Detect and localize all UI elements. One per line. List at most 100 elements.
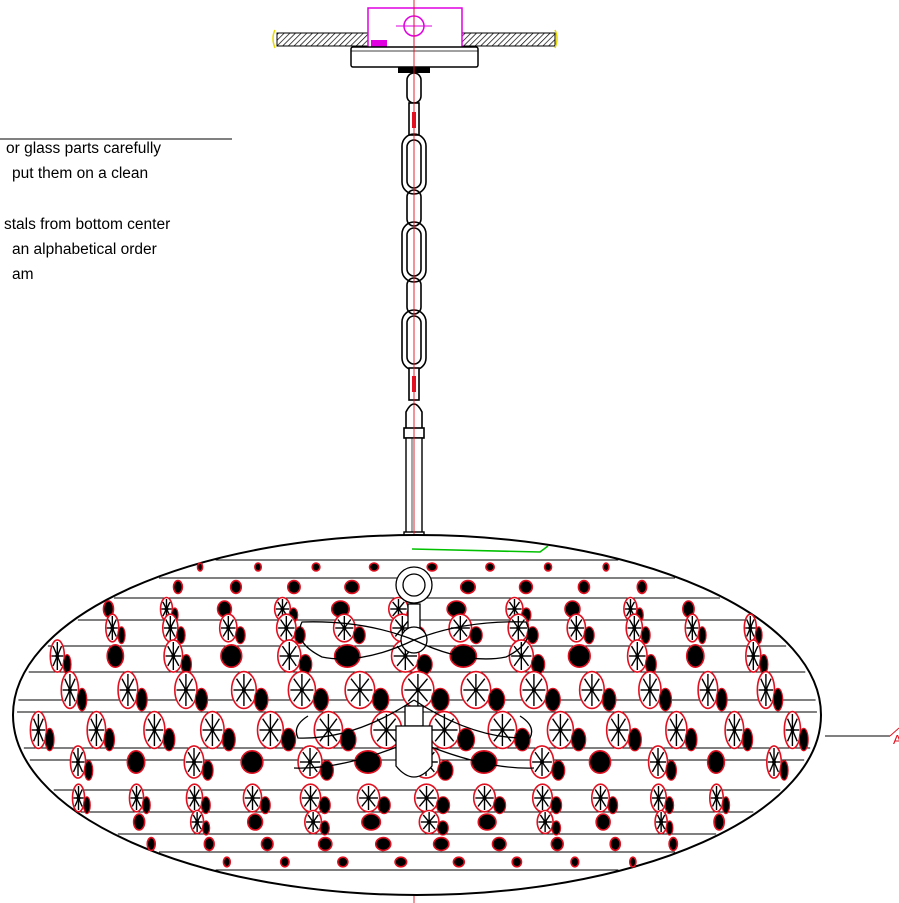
canopy — [350, 46, 479, 73]
crystal-disc — [595, 813, 611, 831]
crystal-disc — [654, 809, 674, 836]
note-line-2: put them on a clean — [12, 165, 149, 182]
crystal-disc — [706, 749, 726, 774]
crystal-disc — [218, 613, 246, 645]
crystal-disc — [491, 836, 507, 852]
note-line-1: or glass parts carefully — [6, 140, 162, 157]
crystal-disc — [163, 639, 192, 675]
crystal-disc — [449, 643, 478, 668]
crystal-disc — [507, 613, 539, 645]
crystal-disc — [86, 710, 116, 752]
crystal-disc — [183, 745, 214, 781]
crystal-pattern — [29, 562, 809, 868]
crystal-disc — [472, 783, 507, 815]
crystal-disc — [605, 710, 642, 752]
crystal-disc — [317, 836, 333, 852]
crystal-disc — [628, 856, 637, 868]
crystal-disc — [287, 670, 329, 712]
crystal-disc — [220, 643, 243, 668]
crystal-disc — [361, 813, 382, 831]
crystal-disc — [470, 749, 498, 774]
canopy-bracket — [367, 7, 463, 49]
crystal-disc — [649, 783, 675, 815]
crystal-disc — [697, 670, 728, 712]
crystal-disc — [485, 562, 496, 572]
crystal-disc — [426, 562, 438, 572]
crystal-disc — [199, 710, 236, 752]
crystal-disc — [313, 710, 357, 752]
crystal-disc — [550, 836, 564, 852]
crystal-disc — [203, 836, 215, 852]
crystal-disc — [511, 856, 523, 868]
crystal-disc — [126, 749, 146, 774]
crystal-disc — [487, 710, 531, 752]
crystal-disc — [229, 579, 243, 595]
note-line-4: an alphabetical order — [12, 241, 157, 258]
crystal-disc — [106, 643, 125, 668]
crystal-disc — [337, 856, 349, 868]
crystal-disc — [297, 745, 334, 781]
crystal-disc — [246, 813, 264, 831]
crystal-disc — [531, 783, 563, 815]
crystal-disc — [745, 639, 769, 675]
crystal-disc — [577, 579, 591, 595]
crystal-disc — [333, 643, 361, 668]
crystal-disc — [546, 710, 587, 752]
crystal-disc — [459, 579, 476, 595]
crystal-disc — [518, 579, 534, 595]
crystal-disc — [276, 639, 313, 675]
crystal-disc — [638, 670, 673, 712]
crystal-disc — [222, 856, 232, 868]
crystal-disc — [279, 856, 290, 868]
crystal-disc — [602, 562, 610, 572]
callout-label: A — [893, 732, 899, 747]
crystal-disc — [344, 579, 360, 595]
crystal-disc — [724, 710, 754, 752]
crystal-disc — [394, 856, 408, 868]
crystal-disc — [684, 613, 707, 645]
crystal-disc — [256, 710, 297, 752]
crystal-disc — [709, 783, 731, 815]
crystal-disc — [344, 670, 390, 712]
crystal-disc — [413, 783, 451, 815]
interior-frame — [293, 566, 535, 778]
crystal-disc — [286, 579, 301, 595]
crystal-disc — [432, 836, 450, 852]
crystal-disc — [128, 783, 151, 815]
crystal-disc — [765, 745, 789, 781]
crystal-disc — [783, 710, 809, 752]
crystal-disc — [71, 783, 91, 815]
crystal-disc — [566, 613, 595, 645]
crystal-disc — [146, 836, 157, 852]
crystal-disc — [626, 639, 657, 675]
crystal-disc — [332, 613, 366, 645]
crystal-disc — [460, 670, 506, 712]
callout-A: A — [825, 727, 899, 747]
crystal-disc — [104, 613, 126, 645]
crystal-disc — [570, 856, 580, 868]
crystal-disc — [69, 745, 94, 781]
crystal-disc — [242, 783, 271, 815]
crystal-disc — [356, 783, 391, 815]
crystal-disc — [743, 613, 763, 645]
crystal-disc — [143, 710, 176, 752]
crystal-disc — [477, 813, 497, 831]
crystal-disc — [374, 836, 392, 852]
crystal-disc — [304, 809, 330, 836]
crystal-disc — [132, 813, 146, 831]
crystal-disc — [354, 749, 382, 774]
crystal-disc — [49, 639, 72, 675]
crystal-disc — [508, 639, 546, 675]
wire — [411, 545, 549, 553]
crystal-disc — [174, 670, 209, 712]
note-line-3: stals from bottom center — [4, 216, 171, 233]
crystal-disc — [543, 562, 553, 572]
crystal-disc — [254, 562, 263, 572]
crystal-disc — [172, 579, 184, 595]
crystal-disc — [578, 670, 617, 712]
crystal-disc — [588, 749, 612, 774]
crystal-disc — [529, 745, 566, 781]
crystal-disc — [418, 809, 449, 836]
crystal-disc — [117, 670, 148, 712]
